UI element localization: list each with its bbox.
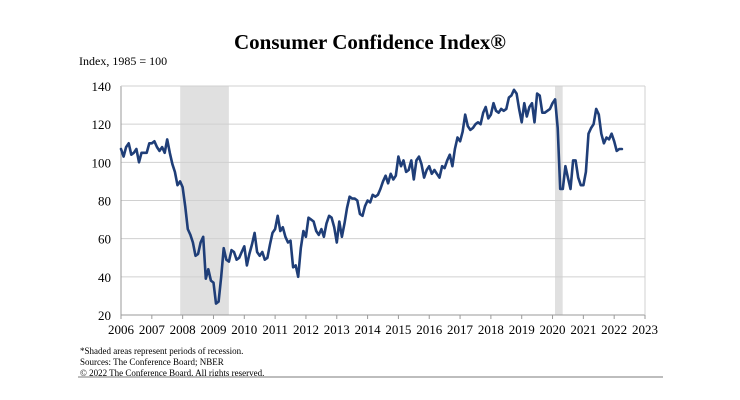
x-tick-label: 2010 xyxy=(231,322,257,337)
x-tick-label: 2007 xyxy=(139,322,166,337)
x-tick-label: 2016 xyxy=(416,322,443,337)
axes-group xyxy=(120,85,646,316)
y-tick-label: 20 xyxy=(98,308,111,323)
x-tick-label: 2013 xyxy=(324,322,350,337)
x-tick-label: 2008 xyxy=(170,322,196,337)
y-tick-label: 60 xyxy=(98,232,111,247)
y-tick-label: 140 xyxy=(92,79,112,94)
y-tick-label: 100 xyxy=(92,155,112,170)
bottom-divider xyxy=(78,376,663,378)
x-tick-label: 2006 xyxy=(108,322,135,337)
y-tick-label: 120 xyxy=(92,117,112,132)
x-tick-label: 2014 xyxy=(355,322,382,337)
x-tick-label: 2021 xyxy=(570,322,596,337)
x-tick-label: 2022 xyxy=(601,322,627,337)
copyright-note: © 2022 The Conference Board. All rights … xyxy=(80,368,265,378)
x-tick-label: 2020 xyxy=(540,322,566,337)
x-tick-label: 2009 xyxy=(200,322,226,337)
y-axis-label: Index, 1985 = 100 xyxy=(79,54,168,68)
x-tick-label: 2012 xyxy=(293,322,319,337)
y-tick-label: 40 xyxy=(98,270,111,285)
series-line-consumer-confidence xyxy=(119,88,624,305)
sources-note: Sources: The Conference Board; NBER xyxy=(80,357,224,367)
y-tick-label: 80 xyxy=(98,194,111,209)
chart-notes: *Shaded areas represent periods of reces… xyxy=(80,346,264,379)
x-tick-label: 2011 xyxy=(262,322,288,337)
y-ticks-group: 20 40 60 80 100 120 140 xyxy=(92,79,112,323)
chart-title: Consumer Confidence Index® xyxy=(234,30,506,54)
recession-note: *Shaded areas represent periods of reces… xyxy=(80,346,244,356)
x-tick-label: 2023 xyxy=(632,322,658,337)
x-ticks-group: 2006 2007 2008 2009 2010 2011 2012 2013 2014 2015… xyxy=(108,315,658,337)
x-tick-label: 2018 xyxy=(478,322,504,337)
series-group xyxy=(119,88,624,305)
x-tick-label: 2015 xyxy=(385,322,411,337)
x-tick-label: 2019 xyxy=(509,322,535,337)
x-tick-label: 2017 xyxy=(447,322,474,337)
